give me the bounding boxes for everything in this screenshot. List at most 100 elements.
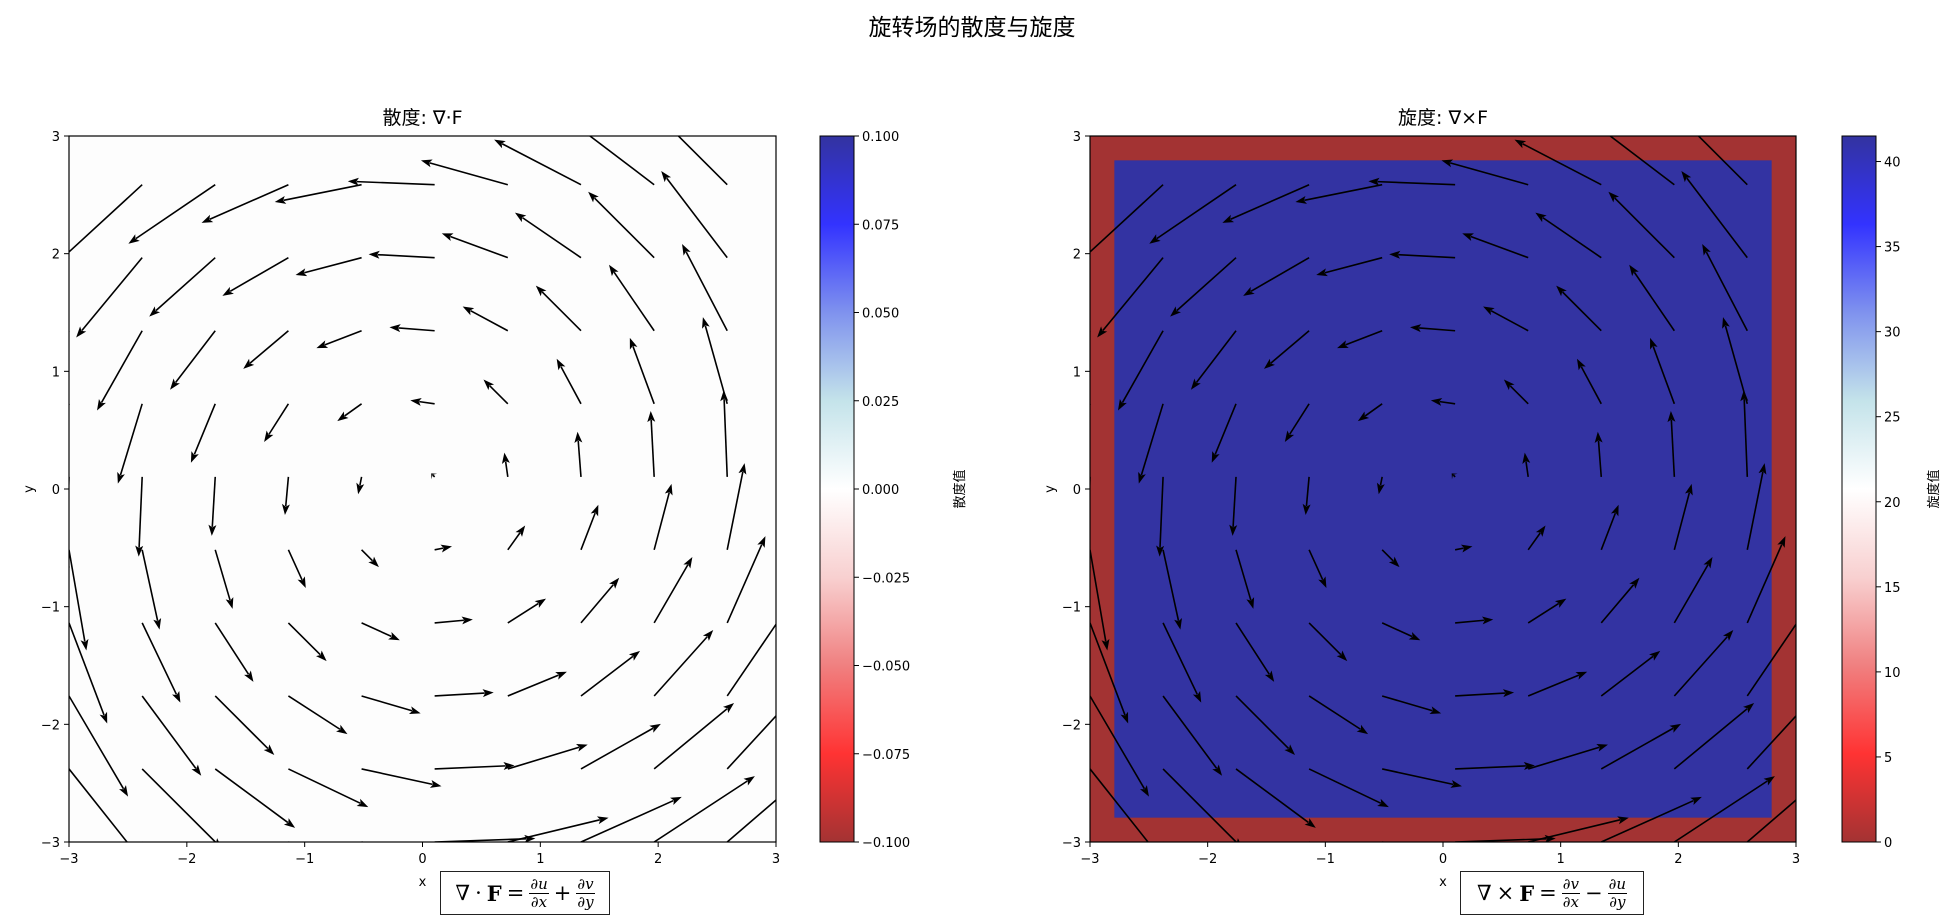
arrow-shaft	[1090, 768, 1149, 842]
quiver-arrow	[1746, 622, 1796, 697]
arrow-shaft	[1162, 549, 1180, 621]
x-tick-label: 0	[418, 852, 426, 867]
arrow-head	[534, 598, 547, 608]
arrow-shaft	[344, 403, 363, 417]
quiver-arrow	[295, 256, 362, 277]
x-tick-label: −1	[295, 852, 314, 867]
arrow-head	[297, 576, 306, 588]
quiver-arrow	[1368, 177, 1456, 186]
arrow-shaft	[1527, 602, 1560, 624]
arrow-head	[1608, 191, 1620, 203]
quiver-arrow	[434, 544, 452, 553]
arrow-shaft	[141, 768, 217, 842]
quiver-arrow	[1600, 796, 1702, 842]
arrow-shaft	[1455, 619, 1485, 624]
quiver-arrow	[1389, 250, 1456, 259]
quiver-arrow	[1117, 330, 1164, 411]
arrow-head	[316, 650, 327, 662]
arrow-head	[191, 764, 202, 776]
arrow-head	[702, 317, 710, 329]
quiver-arrow	[1746, 463, 1767, 550]
arrow-head	[1138, 471, 1146, 484]
arrow-head	[664, 483, 673, 496]
arrow-shaft	[666, 177, 728, 259]
quiver-arrow	[214, 695, 275, 755]
arrow-shaft	[677, 136, 728, 186]
quiver-arrow	[1316, 256, 1383, 277]
arrow-shaft	[1743, 399, 1749, 477]
quiver-arrow	[69, 622, 108, 724]
arrow-shaft	[1156, 184, 1237, 240]
quiver-arrow	[1722, 317, 1749, 405]
quiver-arrow	[1600, 650, 1661, 697]
quiver-arrow	[420, 159, 509, 186]
arrow-head	[1139, 785, 1149, 797]
arrow-head	[337, 411, 349, 422]
quiver-arrow	[69, 184, 70, 186]
x-tick-label: −3	[59, 852, 78, 867]
colorbar-label: 散度值	[952, 469, 968, 508]
divergence-colorbar: −0.100 −0.075 −0.050 −0.025 0.000 0.025 0.050 0…	[819, 130, 968, 851]
arrow-shaft	[434, 692, 485, 697]
arrow-head	[649, 723, 661, 733]
arrow-head	[1160, 858, 1170, 869]
arrow-shaft	[209, 183, 289, 220]
arrow-shaft	[1746, 714, 1796, 770]
arrow-head	[1325, 892, 1337, 901]
arrow-shaft	[1090, 841, 1092, 842]
quiver-arrow	[1673, 556, 1713, 624]
quiver-arrow	[69, 841, 71, 842]
arrow-shaft	[726, 471, 744, 550]
arrow-shaft	[1724, 325, 1749, 405]
arrow-shaft	[1214, 403, 1237, 455]
quiver-arrow	[1600, 723, 1682, 770]
arrow-shaft	[1250, 256, 1310, 293]
quiver-arrow	[535, 285, 582, 332]
colorbar-tick-label: 0.100	[862, 130, 899, 145]
arrow-shaft	[577, 440, 582, 477]
quiver-arrow	[135, 476, 144, 557]
quiver-arrow	[97, 330, 143, 411]
arrow-shaft	[1614, 197, 1675, 259]
arrow-head	[1723, 630, 1734, 641]
y-tick-label: 0	[52, 483, 60, 498]
quiver-arrow	[726, 714, 776, 770]
quiver-arrow	[361, 695, 421, 715]
arrow-shaft	[1382, 841, 1387, 842]
quiver-arrow	[1746, 714, 1796, 770]
quiver-arrow	[1263, 330, 1310, 369]
arrow-head	[1097, 326, 1108, 338]
arrow-shaft	[470, 310, 509, 332]
arrow-shaft	[1439, 400, 1456, 405]
arrow-shaft	[449, 235, 509, 259]
quiver-arrow	[514, 212, 582, 259]
arrow-head	[1450, 780, 1462, 788]
arrow-head	[1003, 274, 1013, 285]
y-tick-label: −1	[41, 601, 60, 616]
quiver-arrow	[1162, 695, 1223, 776]
quiver-arrow	[1556, 285, 1602, 332]
arrow-head	[388, 632, 400, 641]
arrow-shaft	[434, 619, 464, 624]
quiver-arrow	[1430, 397, 1456, 406]
arrow-head	[128, 234, 140, 244]
arrow-shaft	[507, 674, 559, 697]
arrow-shaft	[1509, 385, 1529, 405]
quiver-arrow	[1235, 549, 1255, 609]
arrow-head	[441, 233, 454, 241]
arrow-head	[281, 503, 290, 516]
y-axis-label: y	[22, 485, 37, 493]
arrow-head	[243, 358, 255, 369]
quiver-arrow	[316, 329, 362, 349]
arrow-shaft	[580, 584, 614, 624]
arrow-head	[1190, 378, 1201, 390]
quiver-arrow	[608, 264, 655, 332]
arrow-head	[172, 691, 181, 703]
curl-colorbar: 0 5 10 15 20 25 30 35 40 旋度值	[1841, 135, 1942, 851]
arrow-head	[368, 250, 380, 259]
arrow-head	[1610, 504, 1619, 517]
arrow-shaft	[1608, 136, 1675, 186]
quiver-arrow	[1308, 622, 1348, 662]
fraction-term-2: ∂v ∂y	[576, 875, 595, 911]
arrow-head	[1337, 340, 1349, 349]
